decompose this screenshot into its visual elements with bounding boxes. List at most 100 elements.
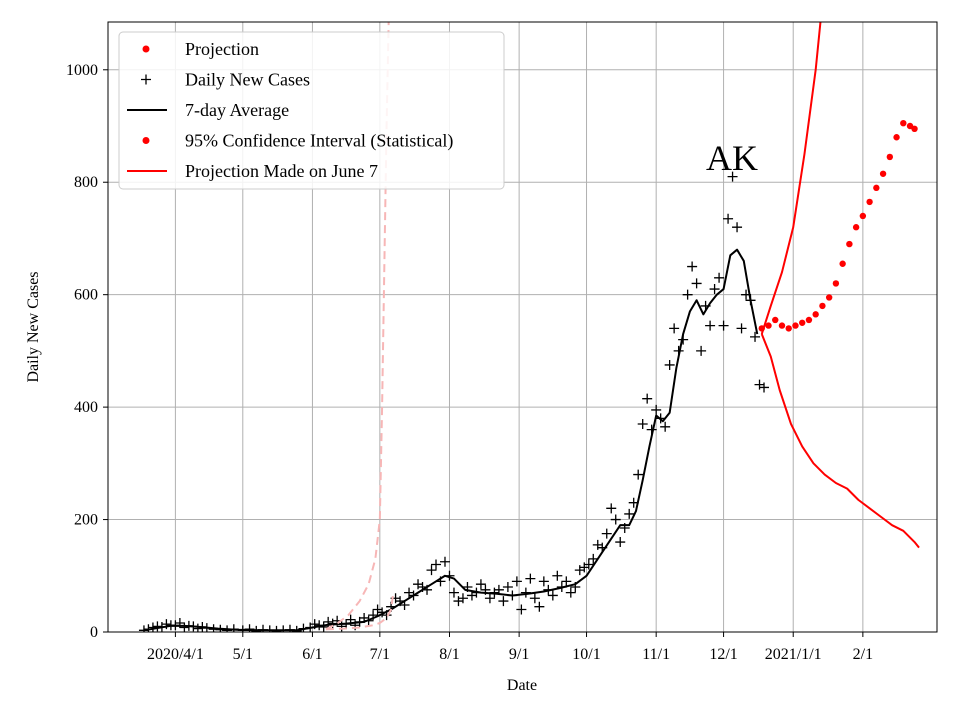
x-tick-label: 7/1	[370, 646, 390, 663]
legend-dot-icon	[142, 137, 150, 144]
projection-point	[825, 294, 833, 301]
daily-cases-point	[624, 508, 635, 519]
projection-point	[893, 134, 900, 141]
legend-entry-label: 95% Confidence Interval (Statistical)	[185, 131, 453, 152]
daily-cases-point	[502, 582, 513, 593]
projection-point	[792, 322, 799, 329]
daily-cases-point	[610, 514, 621, 525]
daily-cases-point	[592, 539, 603, 550]
daily-cases-point	[179, 622, 190, 632]
daily-cases-point	[565, 587, 576, 598]
x-axis-label: Date	[507, 677, 537, 694]
y-tick-label: 600	[74, 287, 98, 304]
x-tick-label: 2021/1/1	[765, 646, 822, 663]
legend-entry-label: Daily New Cases	[185, 70, 310, 90]
daily-cases-point	[448, 587, 459, 598]
daily-cases-point	[651, 404, 662, 415]
annotation-label: AK	[706, 138, 758, 178]
daily-cases-point	[561, 576, 572, 587]
daily-cases-point	[475, 579, 486, 590]
confidence-interval-line	[760, 22, 822, 335]
y-axis: 0 200 400 600 800 1000	[66, 62, 108, 641]
daily-cases-point	[687, 261, 698, 272]
daily-cases-point	[642, 393, 653, 404]
projection-point	[879, 170, 887, 177]
daily-cases-point	[431, 559, 442, 570]
daily-cases-point	[439, 556, 450, 567]
y-axis-label: Daily New Cases	[25, 271, 42, 382]
projection-point	[859, 212, 867, 220]
daily-cases-point	[529, 593, 540, 604]
daily-cases-point	[579, 562, 590, 573]
daily-cases-point	[669, 323, 680, 334]
projection-point	[873, 184, 880, 192]
daily-cases-point	[750, 331, 761, 342]
daily-cases-point	[534, 601, 545, 612]
daily-cases-point	[538, 576, 549, 587]
confidence-interval-line	[760, 333, 920, 549]
projection-point	[900, 119, 907, 127]
projection-point	[839, 260, 846, 267]
x-tick-label: 6/1	[302, 646, 322, 663]
legend-entry-label: Projection	[185, 39, 259, 59]
daily-cases-point	[552, 570, 563, 581]
daily-cases-point	[637, 418, 648, 429]
y-tick-label: 400	[74, 399, 98, 416]
projection-point	[832, 280, 840, 287]
daily-cases-point	[498, 596, 509, 607]
daily-cases-point	[601, 528, 612, 539]
projection-point	[846, 240, 853, 248]
legend-entry-label: Projection Made on June 7	[185, 161, 378, 181]
daily-cases-point	[691, 278, 702, 289]
projection-point	[772, 316, 779, 324]
daily-cases-point	[714, 272, 725, 283]
daily-cases-point	[718, 320, 729, 331]
projection-point	[778, 322, 786, 329]
daily-cases-point	[723, 213, 734, 224]
x-tick-label: 9/1	[509, 646, 529, 663]
daily-cases-point	[682, 289, 693, 300]
daily-cases-point	[705, 320, 716, 331]
daily-cases-point	[727, 171, 738, 182]
daily-cases-point	[426, 565, 437, 576]
x-tick-label: 2020/4/1	[147, 646, 204, 663]
daily-cases-point	[606, 503, 617, 514]
x-axis: 2020/4/1 5/1 6/1 7/1 8/1 9/1 10/1 11/1 12/1 2021/…	[147, 632, 873, 663]
daily-cases-point	[615, 537, 626, 548]
x-tick-label: 11/1	[642, 646, 670, 663]
x-tick-label: 2/1	[853, 646, 873, 663]
x-tick-label: 10/1	[572, 646, 600, 663]
y-tick-label: 800	[74, 174, 98, 191]
legend-dot-icon	[142, 45, 150, 53]
projection-point	[765, 322, 772, 329]
daily-cases-point	[457, 593, 468, 604]
daily-cases-point	[453, 596, 464, 607]
daily-cases-point	[574, 565, 585, 576]
daily-cases-point	[633, 469, 644, 480]
legend: Projection Daily New Cases 7-day Average 95…	[118, 31, 505, 190]
daily-cases-point	[732, 222, 743, 233]
daily-cases-point	[372, 604, 383, 615]
projection-point	[819, 302, 826, 310]
y-tick-label: 0	[90, 624, 98, 641]
daily-cases-point	[754, 379, 765, 390]
daily-cases-point	[511, 576, 522, 587]
y-tick-label: 1000	[66, 62, 98, 79]
daily-cases-point	[696, 345, 707, 356]
projection-point	[911, 125, 918, 133]
daily-cases-point	[664, 359, 675, 370]
legend-plus-icon	[141, 74, 151, 85]
y-tick-label: 200	[74, 512, 98, 529]
x-tick-label: 12/1	[709, 646, 737, 663]
daily-cases-point	[660, 421, 671, 432]
projection-point	[799, 319, 806, 326]
plot-frame	[107, 21, 938, 633]
legend-box	[118, 31, 505, 190]
projection-point	[866, 198, 873, 206]
daily-cases-point	[413, 579, 424, 590]
projection-june7-line	[325, 22, 390, 631]
seven-day-average-line	[143, 248, 759, 632]
daily-cases-point	[484, 593, 495, 604]
daily-cases-point	[759, 382, 770, 393]
